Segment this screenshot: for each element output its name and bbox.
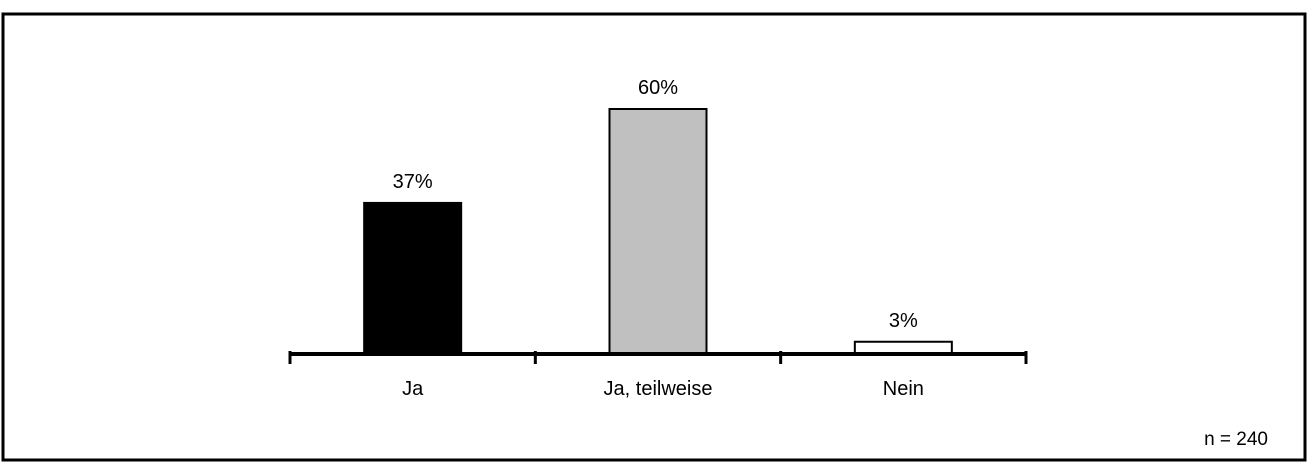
category-label-1: Ja bbox=[402, 378, 424, 400]
value-label-2: 60% bbox=[638, 77, 678, 99]
bar-1 bbox=[363, 201, 463, 355]
sample-size-note: n = 240 bbox=[1204, 429, 1268, 450]
value-label-3: 3% bbox=[889, 310, 918, 332]
x-axis-ticks bbox=[288, 351, 1028, 364]
category-label-3: Nein bbox=[883, 378, 924, 400]
bar-2 bbox=[608, 108, 708, 355]
value-label-1: 37% bbox=[393, 171, 433, 193]
category-labels-layer: Ja Ja, teilweise Nein bbox=[402, 378, 924, 400]
category-label-2: Ja, teilweise bbox=[604, 378, 713, 400]
value-labels-layer: 37% 60% 3% bbox=[393, 77, 918, 332]
bars-layer bbox=[363, 108, 953, 355]
